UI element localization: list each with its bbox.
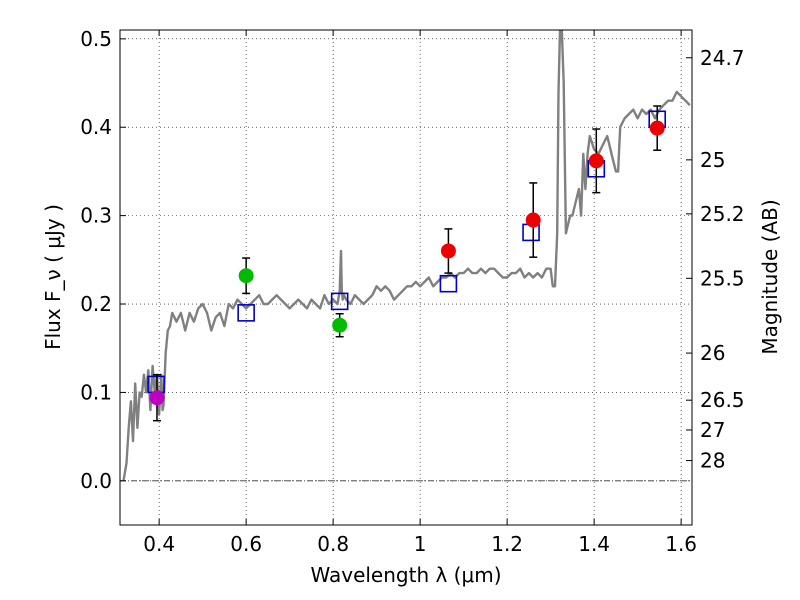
x-tick-label: 0.4 xyxy=(143,532,175,556)
observed-point-red xyxy=(649,120,665,136)
magnitude-tick-labels: 24.7 25 25.2 25.5 26 26.5 27 28 xyxy=(700,46,745,473)
plot-frame xyxy=(119,29,693,526)
x-tick-label: 1.4 xyxy=(578,532,610,556)
y-tick-label: 0.4 xyxy=(80,115,112,139)
mag-tick-label: 27 xyxy=(700,418,725,442)
mag-tick-label: 25.2 xyxy=(700,202,745,226)
x-tick-label: 1 xyxy=(414,532,427,556)
y-tick-label: 0.1 xyxy=(80,380,112,404)
mag-tick-label: 25 xyxy=(700,148,725,172)
observed-point-red xyxy=(588,153,604,169)
observed-point-purple xyxy=(149,390,165,406)
mag-tick-label: 26 xyxy=(700,341,725,365)
grid xyxy=(120,30,692,525)
x-tick-label: 0.6 xyxy=(230,532,262,556)
y-axis-title: Flux F_ν ( μJy ) xyxy=(41,204,65,350)
y-tick-labels: 0.0 0.1 0.2 0.3 0.4 0.5 xyxy=(80,27,112,493)
model-box-marker xyxy=(237,304,255,322)
y-tick-label: 0.2 xyxy=(80,292,112,316)
mag-tick-label: 25.5 xyxy=(700,266,745,290)
model-box-marker xyxy=(439,274,458,293)
x-tick-labels: 0.4 0.6 0.8 1 1.2 1.4 1.6 xyxy=(143,532,697,556)
observed-points xyxy=(149,120,665,406)
y-tick-label: 0.0 xyxy=(80,469,112,493)
x-tick-label: 0.8 xyxy=(317,532,349,556)
mag-tick-label: 24.7 xyxy=(700,46,745,70)
sed-curve-layer xyxy=(122,30,691,482)
observed-point-green xyxy=(238,268,254,284)
model-box-marker xyxy=(330,292,349,311)
sed-curve xyxy=(122,30,691,482)
x-tick-label: 1.6 xyxy=(665,532,697,556)
y2-axis-title: Magnitude (AB) xyxy=(758,199,782,354)
y-tick-label: 0.3 xyxy=(80,204,112,228)
ticks xyxy=(120,30,692,525)
observed-point-red xyxy=(440,243,456,259)
x-axis-title: Wavelength λ (μm) xyxy=(310,563,501,587)
observed-point-green xyxy=(332,317,348,333)
mag-tick-label: 26.5 xyxy=(700,388,745,412)
observed-point-red xyxy=(525,212,541,228)
mag-tick-label: 28 xyxy=(700,449,725,473)
error-bars xyxy=(152,105,662,422)
y-tick-label: 0.5 xyxy=(80,27,112,51)
x-tick-label: 1.2 xyxy=(491,532,523,556)
